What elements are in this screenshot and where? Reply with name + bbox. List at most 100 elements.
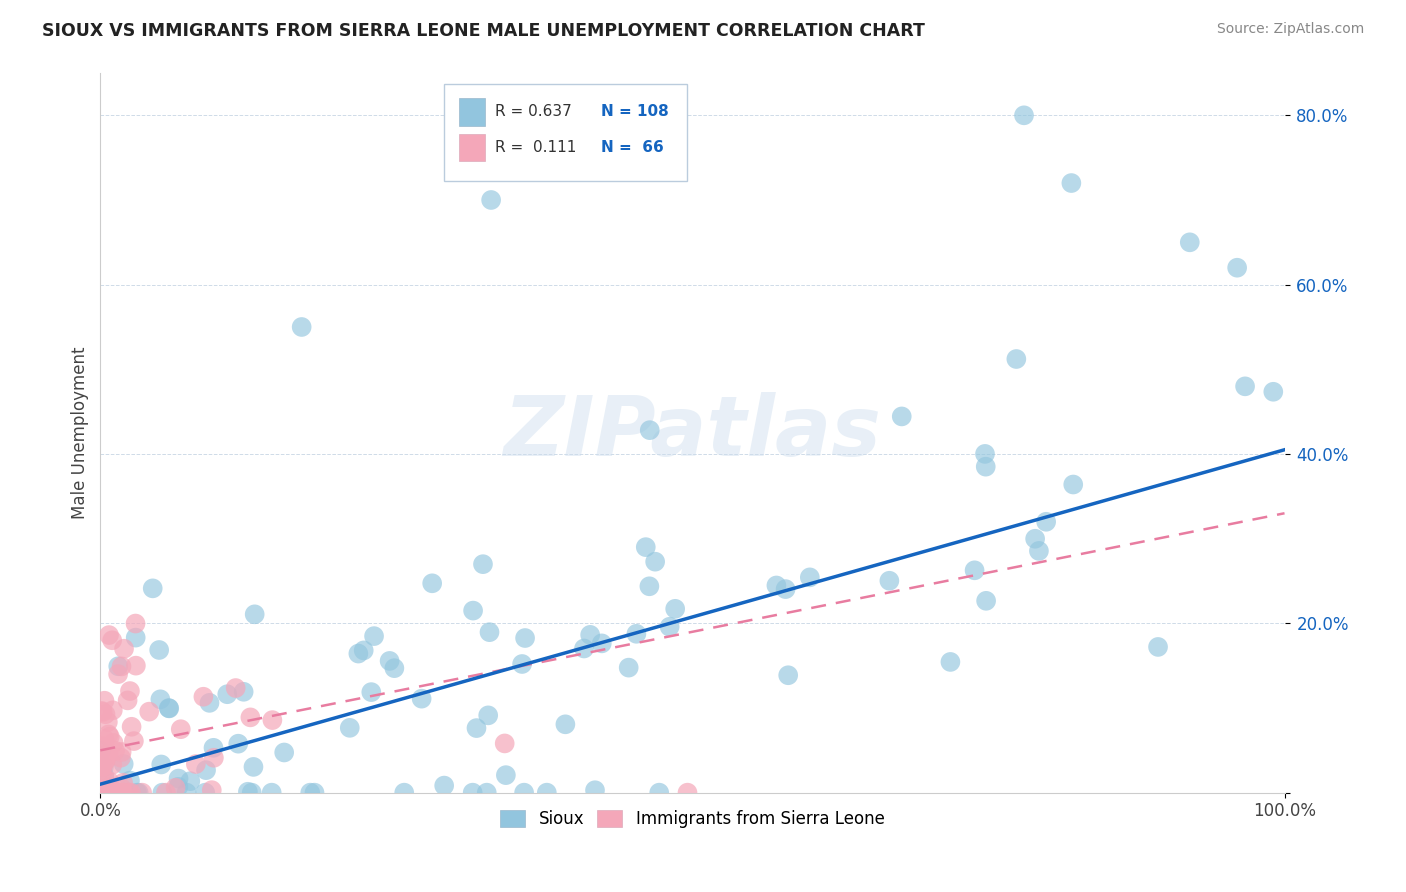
Text: N = 108: N = 108 [602,104,669,120]
Point [617,660,640,674]
Point [176,786,198,800]
Point [193,690,215,704]
Point [226,737,249,751]
Point [939,655,962,669]
Text: R =  0.111: R = 0.111 [495,140,576,155]
Point [1178,235,1201,250]
Point [260,786,283,800]
Point [890,409,912,424]
Point [179,774,201,789]
Point [110,659,132,673]
Point [93,732,115,747]
Point [110,750,132,764]
Point [299,786,322,800]
Point [104,786,127,800]
Point [155,786,177,800]
Point [420,576,443,591]
Point [202,740,225,755]
Point [101,633,124,648]
Point [634,540,657,554]
Point [1005,351,1028,366]
Point [157,701,180,715]
Point [461,604,484,618]
Point [339,721,361,735]
Point [105,786,128,800]
Point [411,691,433,706]
Point [97,747,120,761]
Point [360,685,382,699]
Point [89,786,111,800]
Point [591,636,613,650]
Point [363,629,385,643]
Point [1226,260,1249,275]
Point [765,578,787,592]
Point [97,714,120,729]
Point [118,786,141,800]
Point [118,684,141,698]
Point [90,786,112,800]
Point [198,696,221,710]
Point [465,721,488,735]
Point [94,754,117,768]
Point [638,423,661,437]
Point [664,602,686,616]
Point [775,582,797,596]
Point [94,786,117,800]
Point [118,773,141,788]
Text: N =  66: N = 66 [602,140,664,155]
Point [225,681,247,695]
Point [91,786,114,800]
Point [122,734,145,748]
Point [1234,379,1257,393]
Point [494,736,516,750]
Point [378,654,401,668]
Point [91,705,114,719]
Point [239,710,262,724]
Point [167,772,190,786]
Legend: Sioux, Immigrants from Sierra Leone: Sioux, Immigrants from Sierra Leone [494,803,891,835]
Text: SIOUX VS IMMIGRANTS FROM SIERRA LEONE MALE UNEMPLOYMENT CORRELATION CHART: SIOUX VS IMMIGRANTS FROM SIERRA LEONE MA… [42,22,925,40]
Point [112,776,135,790]
Point [201,783,224,797]
Point [974,459,997,474]
Point [1147,640,1170,654]
Point [110,786,132,800]
Point [217,687,239,701]
Point [495,768,517,782]
Point [98,628,121,642]
Point [1060,176,1083,190]
Point [974,594,997,608]
Point [149,692,172,706]
Point [104,786,127,800]
Point [103,736,125,750]
Point [554,717,576,731]
Text: Source: ZipAtlas.com: Source: ZipAtlas.com [1216,22,1364,37]
Point [91,786,114,800]
Point [291,320,314,334]
Point [165,780,187,795]
Point [974,447,997,461]
FancyBboxPatch shape [444,84,686,181]
Point [202,751,225,765]
Point [124,616,146,631]
Point [273,746,295,760]
Point [111,781,134,796]
Point [243,607,266,622]
Point [93,786,115,800]
Point [138,705,160,719]
Point [304,786,326,800]
Point [111,745,134,759]
Point [472,557,495,571]
Point [240,786,263,800]
Point [93,694,115,708]
Point [963,563,986,577]
Point [879,574,901,588]
Point [91,785,114,799]
Text: R = 0.637: R = 0.637 [495,104,571,120]
Point [98,780,121,794]
Point [477,708,499,723]
Point [89,786,111,800]
Point [648,786,671,800]
Point [382,661,405,675]
Point [1035,515,1057,529]
